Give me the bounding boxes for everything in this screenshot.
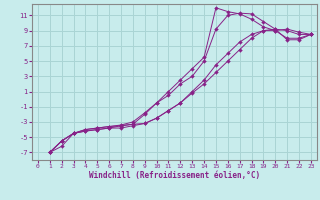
X-axis label: Windchill (Refroidissement éolien,°C): Windchill (Refroidissement éolien,°C) bbox=[89, 171, 260, 180]
